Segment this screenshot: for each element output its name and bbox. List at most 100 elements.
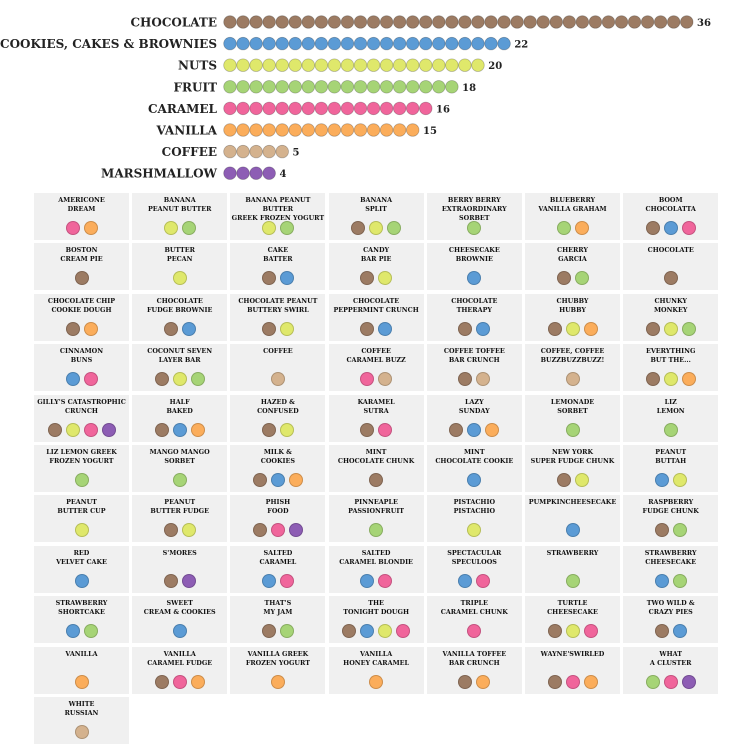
count-dot-fruit xyxy=(392,80,407,94)
flavor-tag-dots xyxy=(34,473,129,489)
flavor-tag-dots xyxy=(623,321,718,338)
tag-dot-caramel xyxy=(83,422,98,437)
flavor-card: STRAWBERRY xyxy=(525,545,620,593)
flavor-tag-dots xyxy=(427,573,522,590)
tag-dot-nuts xyxy=(574,473,589,487)
flavor-card: BLUEBERRY VANILLA GRAHAM xyxy=(525,193,620,240)
tag-dot-cookies xyxy=(65,372,80,387)
count-dot-chocolate xyxy=(445,15,459,29)
flavor-card: SPECTACULAR SPECULOOS xyxy=(426,545,522,593)
flavor-name: STRAWBERRY xyxy=(546,548,599,557)
count-dot-nuts xyxy=(353,58,368,72)
tag-dot-caramel xyxy=(663,674,678,689)
count-dot-fruit xyxy=(327,80,342,94)
count-dot-coffee xyxy=(223,144,237,159)
count-dot-chocolate xyxy=(223,15,237,29)
tag-dot-vanilla xyxy=(190,422,205,437)
flavor-tag-dots xyxy=(132,221,227,237)
flavor-tag-dots xyxy=(623,422,718,439)
flavor-tag-dots xyxy=(329,523,424,539)
flavor-name: RASPBERRY FUDGE CHUNK xyxy=(642,498,699,516)
flavor-tag-dots xyxy=(34,674,129,691)
tag-dot-chocolate xyxy=(252,473,267,487)
count-dot-cookies xyxy=(249,36,263,51)
flavor-tag-dots xyxy=(34,523,129,539)
count-dot-cookies xyxy=(340,36,355,51)
flavor-tag-dots xyxy=(525,372,620,388)
tag-dot-fruit xyxy=(467,221,482,235)
tag-dot-fruit xyxy=(663,422,678,437)
count-dot-coffee xyxy=(236,144,250,159)
flavor-card: CHOCOLATE CHIP COOKIE DOUGH xyxy=(34,293,129,341)
flavor-tag-dots xyxy=(329,221,424,237)
count-dot-cookies xyxy=(236,36,250,51)
tag-dot-caramel xyxy=(65,221,80,235)
flavor-name: HAZED & CONFUSED xyxy=(257,397,299,415)
count-dot-nuts xyxy=(366,58,381,72)
flavor-tag-dots xyxy=(230,473,325,489)
count-dot-cookies xyxy=(223,36,237,51)
flavor-name: PUMPKINCHEESECAKE xyxy=(528,498,617,507)
tag-dot-coffee xyxy=(74,725,89,739)
tag-dot-fruit xyxy=(279,221,294,235)
flavor-tag-dots xyxy=(132,321,227,338)
flavor-card: MINT CHOCOLATE COOKIE xyxy=(426,445,522,492)
count-value-marshmallow: 4 xyxy=(279,169,286,180)
count-dot-vanilla xyxy=(340,123,355,137)
tag-dot-chocolate xyxy=(163,573,178,588)
tag-dot-cookies xyxy=(65,624,80,639)
flavor-tag-dots xyxy=(525,473,620,489)
flavor-tag-dots xyxy=(329,674,424,691)
flavor-name: SWEET CREAM & COOKIES xyxy=(143,599,216,617)
count-dot-vanilla xyxy=(262,123,276,137)
flavor-card: TURTLE CHEESECAKE xyxy=(525,596,620,644)
flavor-tag-dots xyxy=(623,221,718,237)
tag-dot-fruit xyxy=(565,422,580,437)
flavor-card: MINT CHOCOLATE CHUNK xyxy=(328,445,424,492)
flavor-card: MANGO MANGO SORBET xyxy=(132,445,228,492)
flavor-card: BOOM CHOCOLATTA xyxy=(623,193,719,240)
tag-dot-nuts xyxy=(378,271,393,286)
flavor-name: CINNAMON BUNS xyxy=(59,347,104,365)
count-dot-vanilla xyxy=(223,123,237,137)
tag-dot-cookies xyxy=(565,523,580,538)
flavor-card: S'MORES xyxy=(132,545,228,593)
flavor-card: CHUNKY MONKEY xyxy=(623,293,719,341)
flavor-tag-dots xyxy=(427,221,522,237)
tag-dot-chocolate xyxy=(458,321,473,336)
flavor-tag-dots xyxy=(623,573,718,590)
count-dot-fruit xyxy=(366,80,381,94)
flavor-card: NEW YORK SUPER FUDGE CHUNK xyxy=(525,445,620,492)
count-dot-vanilla xyxy=(406,123,420,137)
flavor-name: MINT CHOCOLATE COOKIE xyxy=(435,448,514,465)
tag-dot-fruit xyxy=(279,624,294,639)
flavor-card: VANILLA HONEY CARAMEL xyxy=(328,646,424,694)
flavor-tag-dots xyxy=(230,271,325,287)
flavor-card: LIZ LEMON GREEK FROZEN YOGURT xyxy=(34,445,129,492)
flavor-card: BANANA SPLIT xyxy=(328,193,424,240)
tag-dot-cookies xyxy=(476,321,491,336)
flavor-card: LEMONADE SORBET xyxy=(525,394,620,442)
tag-dot-cookies xyxy=(378,321,393,336)
flavor-name: VANILLA TOFFEE BAR CRUNCH xyxy=(442,649,507,667)
flavor-name: COFFEE CARAMEL BUZZ xyxy=(346,347,406,365)
count-value-vanilla: 15 xyxy=(423,126,437,137)
flavor-card: BERRY BERRY EXTRAORDINARY SORBET xyxy=(426,193,522,240)
count-dot-cookies xyxy=(484,36,498,51)
flavor-name: WAYNE'SWIRLED xyxy=(540,649,605,658)
tag-dot-caramel xyxy=(172,674,187,689)
flavor-name: CHOCOLATE PEANUT BUTTERY SWIRL xyxy=(238,296,318,314)
flavor-card: COFFEE CARAMEL BUZZ xyxy=(328,344,424,392)
tag-dot-nuts xyxy=(163,221,178,235)
count-dot-nuts xyxy=(458,58,472,72)
flavor-name: WHITE RUSSIAN xyxy=(64,700,99,717)
count-dot-cookies xyxy=(471,36,485,51)
count-dot-caramel xyxy=(353,101,368,116)
count-dot-nuts xyxy=(262,58,276,72)
flavor-name: BUTTER PECAN xyxy=(164,246,195,264)
tag-dot-fruit xyxy=(681,321,696,336)
flavor-tag-dots xyxy=(525,523,620,539)
count-dot-vanilla xyxy=(288,123,302,137)
count-dot-cookies xyxy=(262,36,276,51)
flavor-name: CHEESECAKE BROWNIE xyxy=(448,246,500,264)
